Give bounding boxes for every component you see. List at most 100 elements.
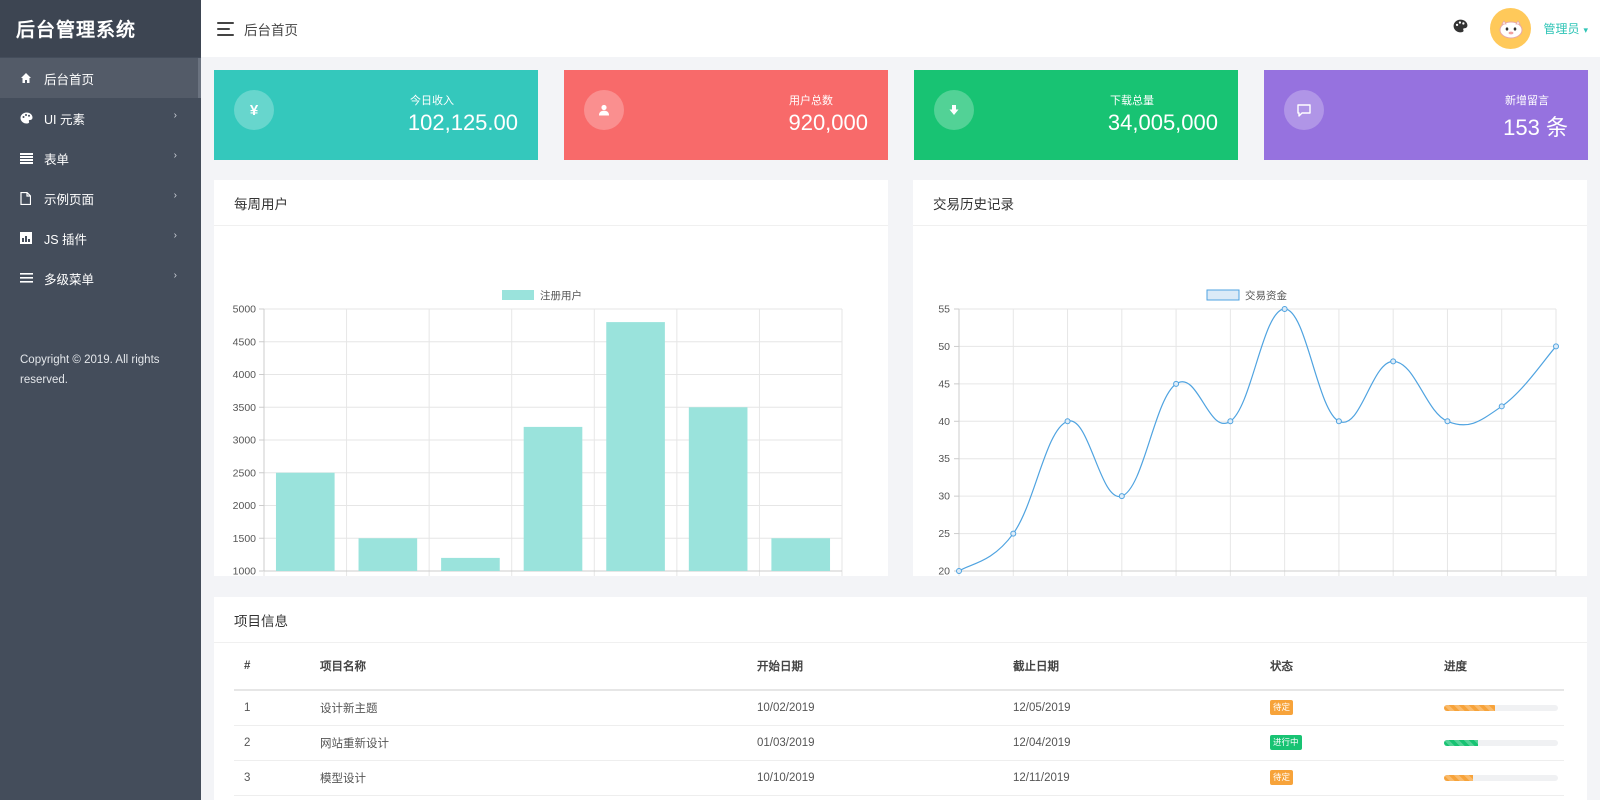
- list-icon: [20, 152, 44, 164]
- sidebar-item-label: 表单: [44, 152, 70, 167]
- table-row: 2 网站重新设计 01/03/2019 12/04/2019 进行中: [234, 725, 1564, 761]
- column-header: 状态: [1260, 643, 1434, 691]
- data-point: [1335, 418, 1342, 425]
- chevron-right-icon: ›: [173, 230, 177, 241]
- table-header-row: # 项目名称 开始日期 截止日期 状态 进度: [234, 643, 1564, 691]
- copyright: Copyright © 2019. All rights reserved.: [20, 354, 160, 386]
- end-date: 12/04/2019: [1003, 725, 1260, 761]
- project-id: 2: [234, 725, 310, 761]
- status-cell: 进行中: [1260, 725, 1434, 761]
- sidebar-item-label: JS 插件: [44, 232, 88, 247]
- stat-card-users: 用户总数 920,000: [564, 70, 888, 160]
- progress-bar: [1444, 739, 1558, 746]
- project-id: 1: [234, 690, 310, 726]
- project-name: 模型设计: [310, 760, 747, 796]
- chevron-right-icon: ›: [173, 270, 177, 281]
- start-date: 10/10/2019: [747, 760, 1003, 796]
- page-title: 后台首页: [244, 22, 298, 38]
- status-cell: 待定: [1260, 690, 1434, 726]
- data-point: [1390, 358, 1397, 365]
- y-tick-label: 1000: [233, 566, 257, 577]
- theme-palette-icon[interactable]: [1453, 19, 1468, 38]
- progress-cell: [1434, 760, 1564, 796]
- projects-table: # 项目名称 开始日期 截止日期 状态 进度 1 设计新主题 10/02/2019 1…: [234, 643, 1564, 796]
- sidebar-menu: 后台首页 UI 元素 › 表单 › 示例页面 › J: [0, 57, 201, 298]
- column-header: 截止日期: [1003, 643, 1260, 691]
- bar: [358, 538, 418, 571]
- chevron-right-icon: ›: [173, 190, 177, 201]
- data-point: [1227, 418, 1234, 425]
- stat-value: 102,125.00: [407, 110, 518, 135]
- legend-swatch: [1206, 289, 1240, 301]
- yen-icon: ¥: [234, 90, 274, 130]
- column-header: 进度: [1434, 643, 1564, 691]
- message-icon: [1284, 90, 1324, 130]
- sidebar-item-ui-elements[interactable]: UI 元素 ›: [0, 98, 201, 138]
- chevron-right-icon: ›: [173, 110, 177, 121]
- y-tick-label: 20: [938, 566, 950, 577]
- legend-label: 注册用户: [540, 289, 582, 302]
- data-point: [956, 568, 962, 574]
- sidebar-item-multilevel-menu[interactable]: 多级菜单 ›: [0, 258, 201, 298]
- stat-value: 920,000: [788, 110, 868, 135]
- stat-label: 新增留言: [1505, 95, 1549, 107]
- sidebar-item-example-pages[interactable]: 示例页面 ›: [0, 178, 201, 218]
- transaction-history-chart: 交易资金202530354045505520032004200520062007…: [938, 289, 1568, 589]
- top-header: 后台首页 管理员 ▾: [201, 0, 1600, 57]
- progress-cell: [1434, 690, 1564, 726]
- hamburger-icon[interactable]: [217, 21, 234, 36]
- status-badge: 进行中: [1270, 735, 1302, 750]
- end-date: 12/11/2019: [1003, 760, 1260, 796]
- y-tick-label: 2500: [233, 467, 257, 479]
- legend-swatch: [502, 290, 534, 300]
- panel-title: 项目信息: [214, 597, 1587, 643]
- end-date: 12/05/2019: [1003, 690, 1260, 726]
- project-name: 设计新主题: [310, 690, 747, 726]
- y-tick-label: 45: [938, 378, 950, 390]
- y-tick-label: 4000: [233, 369, 257, 381]
- data-point: [1064, 418, 1071, 425]
- home-icon: [20, 72, 44, 84]
- start-date: 10/02/2019: [747, 690, 1003, 726]
- legend-label: 交易资金: [1245, 289, 1287, 302]
- y-tick-label: 40: [938, 416, 950, 428]
- y-tick-label: 1500: [233, 533, 257, 545]
- data-point: [1281, 306, 1288, 312]
- bar: [606, 322, 665, 571]
- panel-title: 交易历史记录: [913, 180, 1587, 226]
- y-tick-label: 5000: [233, 304, 257, 316]
- sidebar-item-js-plugins[interactable]: JS 插件 ›: [0, 218, 201, 258]
- avatar[interactable]: [1490, 8, 1532, 49]
- column-header: 项目名称: [310, 643, 747, 691]
- weekly-users-panel: 每周用户 注册用户 1000 1500 2000 2500 3000 3500 4000 450…: [214, 180, 888, 589]
- progress-fill: [1444, 739, 1479, 746]
- bar: [688, 407, 748, 571]
- data-point: [1444, 418, 1451, 425]
- user-menu[interactable]: 管理员 ▾: [1543, 20, 1588, 37]
- progress-bar: [1444, 774, 1558, 781]
- bar: [441, 557, 500, 571]
- column-header: 开始日期: [747, 643, 1003, 691]
- stat-label: 用户总数: [789, 95, 833, 107]
- bar: [771, 538, 831, 571]
- stat-card-income: ¥ 今日收入 102,125.00: [214, 70, 538, 160]
- data-point: [1173, 380, 1180, 387]
- y-tick-label: 30: [938, 491, 950, 503]
- stat-value: 153 条: [1503, 115, 1568, 140]
- y-tick-label: 3000: [233, 435, 257, 447]
- stat-label: 今日收入: [410, 95, 454, 107]
- data-point: [1553, 343, 1559, 350]
- y-tick-label: 25: [938, 528, 950, 540]
- sidebar-item-forms[interactable]: 表单 ›: [0, 138, 201, 178]
- chevron-right-icon: ›: [173, 150, 177, 161]
- series-line: [958, 308, 1557, 572]
- file-icon: [20, 191, 44, 205]
- status-badge: 待定: [1270, 700, 1294, 716]
- project-name: 网站重新设计: [310, 725, 747, 761]
- sidebar-item-label: UI 元素: [44, 112, 85, 127]
- sidebar-item-home[interactable]: 后台首页: [0, 58, 201, 98]
- stat-value: 34,005,000: [1107, 110, 1218, 135]
- panel-title: 每周用户: [214, 180, 888, 226]
- project-id: 3: [234, 760, 310, 796]
- status-badge: 待定: [1270, 770, 1294, 785]
